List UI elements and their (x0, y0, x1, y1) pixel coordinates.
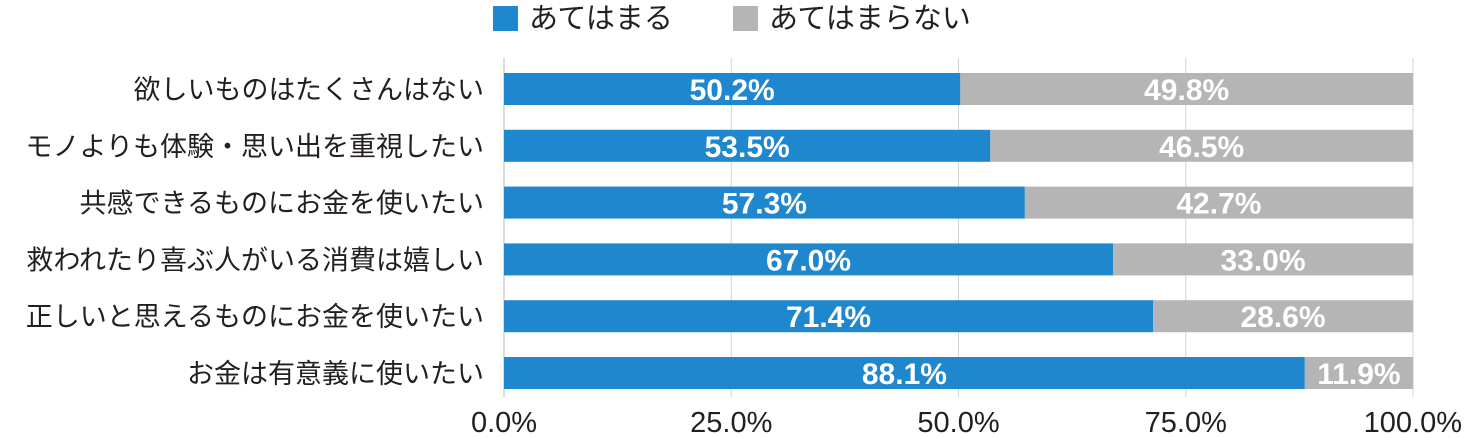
bar-atehamaru (504, 186, 1025, 219)
category-label: お金は有意義に使いたい (187, 359, 484, 390)
data-label: 53.5% (705, 131, 790, 164)
legend-swatch (493, 6, 518, 31)
x-tick-label: 50.0% (917, 407, 999, 438)
data-label: 49.8% (1144, 74, 1229, 107)
data-label: 11.9% (1317, 358, 1400, 391)
data-label: 57.3% (722, 188, 807, 221)
category-label: 正しいと思えるものにお金を使いたい (26, 302, 484, 333)
data-label: 67.0% (766, 244, 851, 277)
bar-atehamaru (504, 129, 991, 162)
data-label: 50.2% (690, 74, 775, 107)
x-tick-label: 100.0% (1364, 407, 1462, 438)
legend-label: あてはまらない (769, 1, 971, 35)
legend-swatch (733, 6, 758, 31)
bar-atehamaru (504, 73, 961, 105)
bar-atehamaranai (990, 129, 1413, 162)
x-tick-label: 0.0% (471, 407, 537, 438)
category-label: 欲しいものはたくさんはない (134, 75, 484, 106)
data-label: 71.4% (786, 301, 871, 334)
gridlines (503, 58, 1414, 397)
x-tick-label: 75.0% (1145, 407, 1227, 438)
data-label: 33.0% (1220, 244, 1305, 277)
bar-atehamaru (504, 357, 1305, 389)
bar-atehamaru (504, 300, 1154, 333)
bar-atehamaranai (1304, 357, 1413, 389)
bar-atehamaranai (1024, 186, 1413, 219)
bar-atehamaranai (1113, 243, 1413, 276)
category-label: モノよりも体験・思い出を重視したい (26, 132, 484, 163)
bar-atehamaranai (1153, 300, 1413, 333)
x-tick-label: 25.0% (690, 407, 772, 438)
x-axis-tick-labels: 0.0% 25.0% 50.0% 75.0% 100.0% (471, 407, 1462, 438)
data-label: 46.5% (1159, 131, 1244, 164)
data-label: 28.6% (1240, 301, 1325, 334)
legend-label: あてはまる (529, 1, 673, 35)
data-label: 88.1% (862, 358, 947, 391)
data-label: 42.7% (1176, 188, 1261, 221)
legend: あてはまる あてはまらない (493, 1, 971, 35)
category-label: 共感できるものにお金を使いたい (80, 189, 484, 220)
bars: 50.2% 49.8% 53.5% 46.5% 57.3% 42.7% 67.0% 33.0%… (504, 73, 1413, 391)
bar-atehamaranai (960, 73, 1413, 105)
category-label: 救われたり喜ぶ人がいる消費は嬉しい (26, 245, 484, 276)
bar-atehamaru (504, 243, 1114, 276)
category-labels: 欲しいものはたくさんはないモノよりも体験・思い出を重視したい共感できるものにお金… (26, 75, 484, 390)
